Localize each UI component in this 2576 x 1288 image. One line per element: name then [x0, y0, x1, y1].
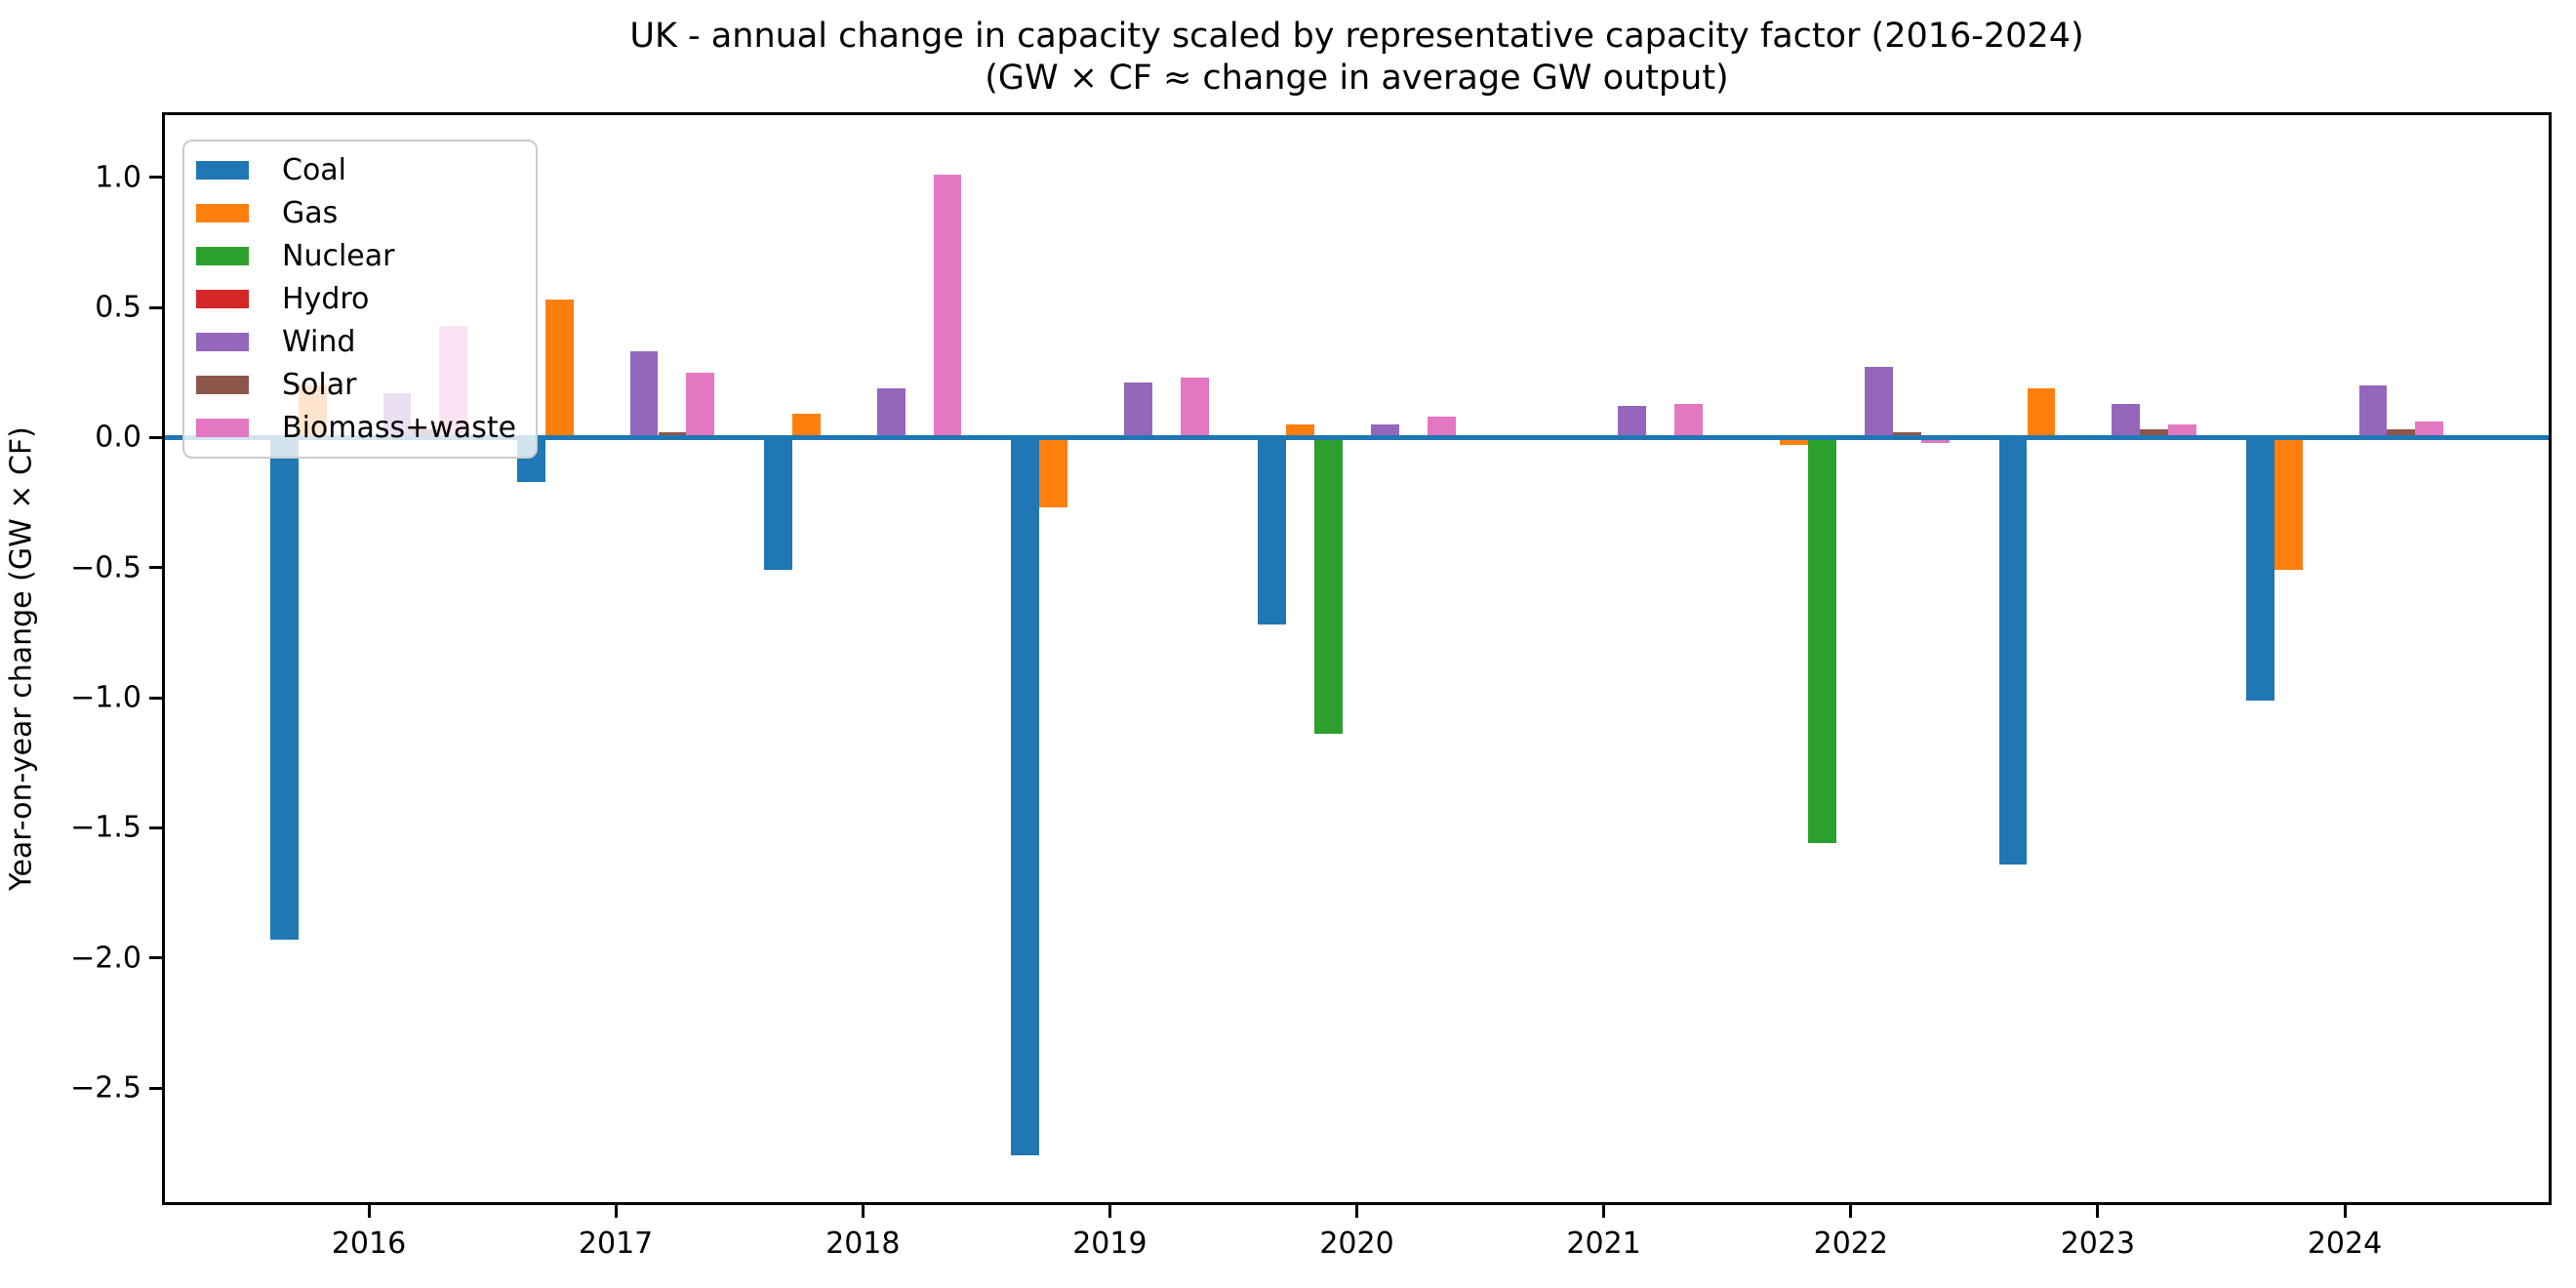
x-tick-label-2018: 2018 [825, 1227, 901, 1261]
bar-wind-2021 [1618, 406, 1646, 438]
x-tick [614, 1205, 618, 1218]
bar-biomass-waste-2022 [1921, 437, 1950, 443]
legend-label: Hydro [282, 282, 370, 316]
bar-gas-2024 [2274, 437, 2303, 571]
legend-swatch-coal [196, 161, 249, 180]
bar-wind-2017 [629, 351, 659, 438]
y-tick-label: −1.5 [70, 810, 141, 845]
zero-line [162, 434, 2552, 440]
y-tick [149, 825, 162, 829]
legend-item-hydro: Hydro [196, 282, 516, 316]
y-tick [149, 176, 162, 180]
legend-label: Solar [282, 368, 357, 402]
bar-biomass-waste-2018 [933, 175, 962, 438]
bar-wind-2018 [876, 387, 906, 438]
legend-label: Biomass+waste [282, 411, 517, 445]
bar-wind-2023 [2112, 403, 2141, 438]
bar-biomass-waste-2019 [1180, 378, 1209, 438]
bar-nuclear-2022 [1808, 437, 1837, 844]
y-tick-label: −2.5 [70, 1070, 141, 1106]
x-tick-label-2017: 2017 [578, 1227, 654, 1261]
legend-swatch-gas [196, 204, 249, 222]
y-tick [149, 305, 162, 309]
x-tick-label-2016: 2016 [331, 1227, 407, 1261]
legend-item-biomass-waste: Biomass+waste [196, 411, 516, 445]
y-tick [149, 956, 162, 960]
legend-label: Gas [282, 196, 339, 230]
bar-coal-2020 [1258, 437, 1287, 625]
x-tick [2096, 1205, 2100, 1218]
bar-biomass-waste-2021 [1673, 403, 1703, 438]
x-tick [1107, 1205, 1111, 1218]
y-tick-label: 0.0 [95, 420, 141, 455]
chart-subtitle: (GW × CF ≈ change in average GW output) [985, 58, 1729, 98]
bar-solar-2022 [1893, 432, 1921, 438]
bar-solar-2023 [2140, 429, 2169, 438]
bar-gas-2017 [544, 300, 574, 438]
bar-coal-2018 [764, 437, 792, 571]
legend-swatch-solar [196, 376, 249, 394]
x-tick [367, 1205, 371, 1218]
bar-gas-2020 [1286, 424, 1315, 438]
bar-coal-2019 [1011, 437, 1039, 1156]
legend-item-solar: Solar [196, 368, 516, 402]
y-tick-label: 1.0 [95, 160, 141, 195]
legend-item-wind: Wind [196, 325, 516, 359]
x-tick-label-2022: 2022 [1813, 1227, 1888, 1261]
bar-gas-2023 [2027, 387, 2056, 438]
chart-title: UK - annual change in capacity scaled by… [629, 17, 2084, 56]
x-tick [1849, 1205, 1853, 1218]
bar-biomass-waste-2023 [2168, 424, 2197, 438]
legend-label: Wind [282, 325, 356, 359]
x-tick-label-2019: 2019 [1072, 1227, 1147, 1261]
y-tick-label: −0.5 [70, 550, 141, 585]
bar-wind-2019 [1123, 382, 1152, 438]
legend-swatch-nuclear [196, 247, 249, 265]
y-tick [149, 435, 162, 439]
legend-item-nuclear: Nuclear [196, 239, 516, 273]
bar-nuclear-2020 [1314, 437, 1343, 735]
bar-solar-2024 [2387, 429, 2416, 438]
bar-biomass-waste-2020 [1427, 417, 1456, 438]
y-tick-label: 0.5 [95, 290, 141, 325]
legend-item-gas: Gas [196, 196, 516, 230]
y-tick [149, 566, 162, 570]
x-tick-label-2023: 2023 [2060, 1227, 2136, 1261]
x-tick [1355, 1205, 1358, 1218]
legend-swatch-biomass-waste [196, 419, 249, 437]
bar-gas-2018 [791, 414, 821, 438]
y-tick [149, 1086, 162, 1090]
bar-wind-2020 [1371, 424, 1399, 438]
legend-label: Nuclear [282, 239, 395, 273]
y-tick-label: −1.0 [70, 680, 141, 715]
chart-title-block: UK - annual change in capacity scaled by… [162, 16, 2552, 99]
legend: Coal Gas Nuclear Hydro Wind Solar Biomass+wast… [182, 140, 539, 459]
bar-gas-2022 [1780, 437, 1809, 446]
y-tick [149, 696, 162, 700]
bar-coal-2016 [269, 437, 299, 940]
legend-label: Coal [282, 153, 347, 187]
bar-coal-2024 [2245, 437, 2274, 701]
bar-gas-2019 [1039, 437, 1067, 508]
bar-wind-2024 [2358, 385, 2388, 438]
legend-item-coal: Coal [196, 153, 516, 187]
bar-biomass-waste-2017 [686, 372, 715, 438]
bar-wind-2022 [1865, 367, 1894, 438]
legend-swatch-hydro [196, 290, 249, 308]
bar-solar-2017 [658, 432, 687, 438]
x-tick [2343, 1205, 2347, 1218]
x-tick-label-2021: 2021 [1566, 1227, 1641, 1261]
y-tick-label: −2.0 [70, 941, 141, 976]
bar-biomass-waste-2024 [2415, 422, 2444, 438]
x-tick-label-2024: 2024 [2307, 1227, 2383, 1261]
x-tick-label-2020: 2020 [1319, 1227, 1394, 1261]
bar-coal-2023 [1998, 437, 2028, 865]
x-tick [861, 1205, 865, 1218]
x-tick [1602, 1205, 1606, 1218]
legend-swatch-wind [196, 333, 249, 351]
